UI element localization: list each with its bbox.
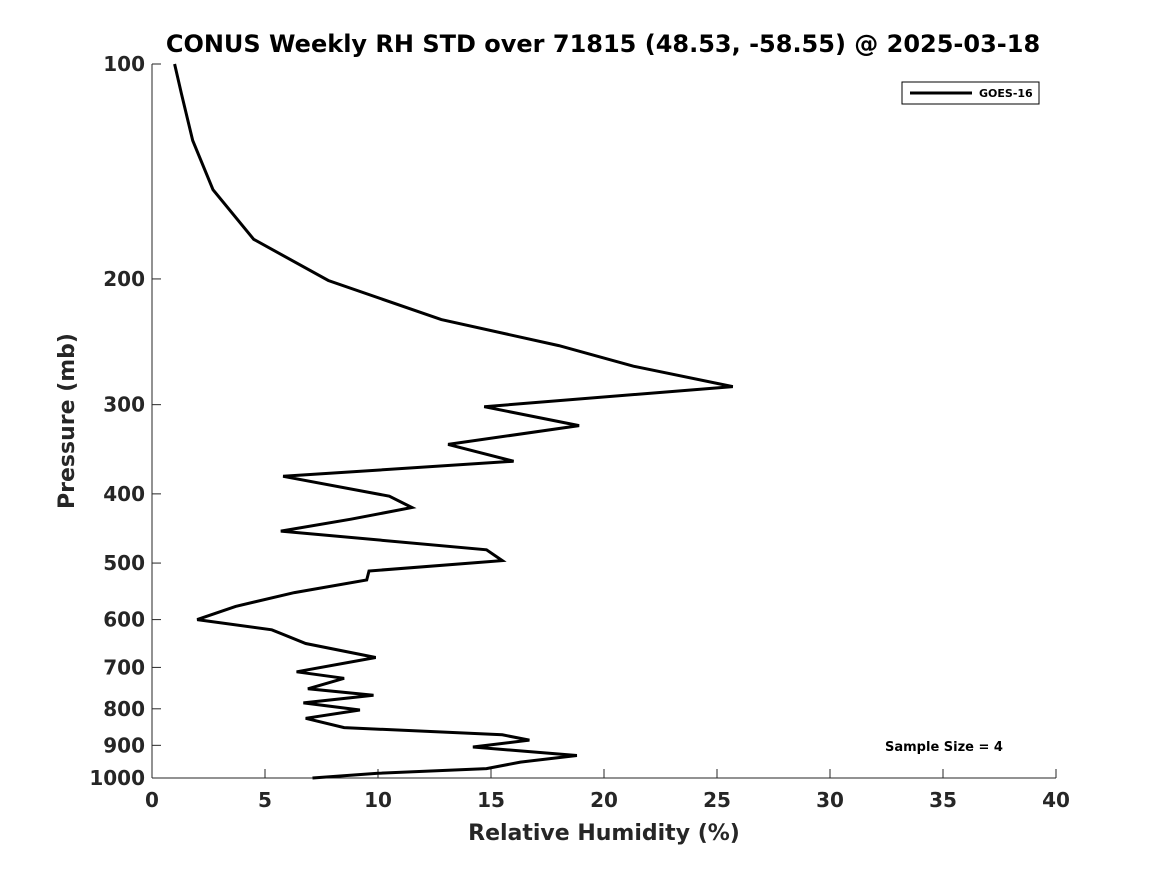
x-tick-label: 5 (258, 788, 272, 812)
x-tick-label: 35 (929, 788, 957, 812)
x-tick-label: 0 (145, 788, 159, 812)
x-tick-label: 20 (590, 788, 618, 812)
x-axis-title: Relative Humidity (%) (468, 821, 740, 846)
y-tick-label: 400 (103, 482, 145, 506)
chart-title: CONUS Weekly RH STD over 71815 (48.53, -… (166, 30, 1040, 58)
x-tick-label: 30 (816, 788, 844, 812)
x-tick-label: 10 (364, 788, 392, 812)
y-tick-label: 800 (103, 697, 145, 721)
y-tick-label: 700 (103, 655, 145, 679)
y-tick-label: 100 (103, 52, 145, 76)
legend-label: GOES-16 (979, 87, 1033, 100)
y-tick-label: 600 (103, 608, 145, 632)
series-line-goes-16 (173, 63, 734, 780)
sample-size-annotation: Sample Size = 4 (885, 740, 1003, 755)
x-tick-label: 40 (1042, 788, 1070, 812)
y-tick-label: 300 (103, 393, 145, 417)
y-tick-label: 1000 (89, 766, 145, 790)
plot-area: 0 5 10 15 20 25 30 35 40 100 200 300 400 500 600 700 800… (89, 52, 1070, 812)
x-tick-label: 15 (477, 788, 505, 812)
y-axis-title: Pressure (mb) (55, 333, 80, 509)
y-tick-label: 200 (103, 267, 145, 291)
y-tick-label: 900 (103, 733, 145, 757)
x-tick-label: 25 (703, 788, 731, 812)
legend: GOES-16 (901, 81, 1040, 105)
y-tick-label: 500 (103, 551, 145, 575)
